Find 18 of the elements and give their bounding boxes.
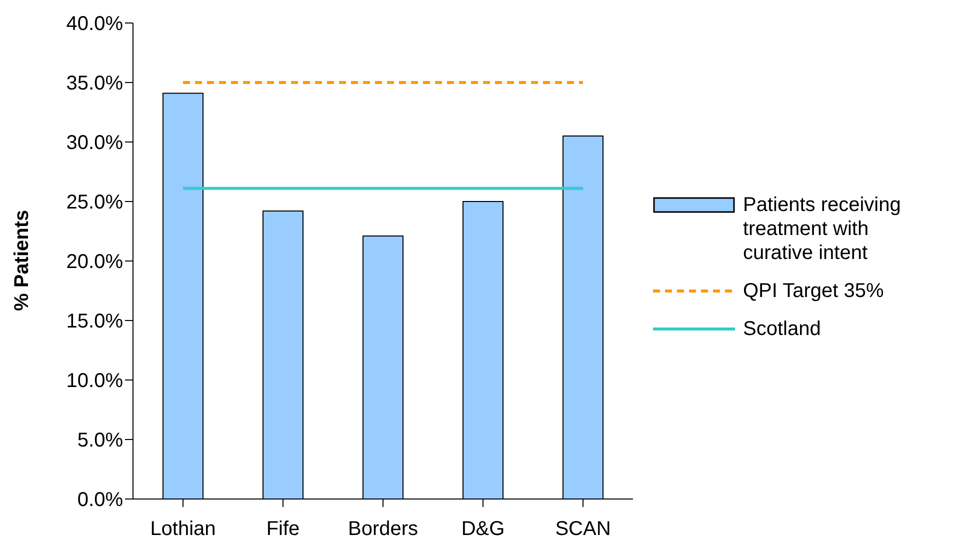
y-tick-label: 30.0% (66, 132, 124, 154)
y-tick-label: 0.0% (77, 489, 124, 512)
x-tick-label: D&G (461, 518, 505, 539)
x-tick-label: Lothian (150, 518, 216, 539)
y-tick-label: 15.0% (66, 310, 124, 333)
y-tick-label: 35.0% (66, 72, 124, 95)
y-tick-label: 20.0% (66, 251, 124, 274)
y-tick-label: 5.0% (77, 430, 124, 452)
legend-label: QPI Target 35% (743, 278, 884, 302)
y-tick-label: 25.0% (66, 192, 124, 214)
y-tick-label: 10.0% (66, 370, 124, 392)
y-tick-label: 40.0% (66, 13, 124, 36)
legend-label: Scotland (743, 316, 821, 340)
x-tick-label: SCAN (555, 518, 611, 539)
x-tick-label: Borders (348, 518, 418, 539)
y-axis-title: % Patients (11, 210, 34, 311)
x-tick-label: Fife (266, 518, 300, 539)
legend-label: Patients receiving treatment with curative intent (743, 192, 902, 264)
